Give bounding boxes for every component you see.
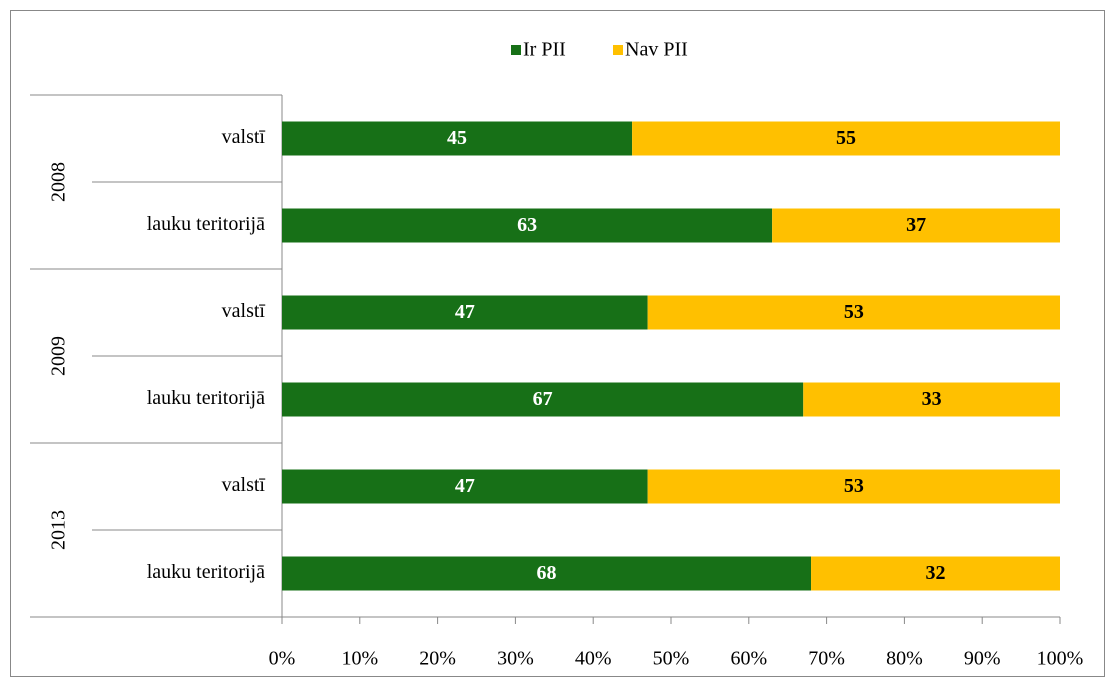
group-label: 2009 — [48, 336, 70, 376]
x-tick-label: 60% — [730, 648, 767, 670]
legend-label: Nav PII — [625, 39, 688, 61]
bar-segment — [282, 121, 633, 156]
data-label: 55 — [836, 127, 856, 149]
x-tick-label: 50% — [653, 648, 690, 670]
data-label: 53 — [844, 475, 864, 497]
bar-segment — [282, 469, 648, 504]
bar-segment — [772, 208, 1060, 243]
x-tick-label: 10% — [341, 648, 378, 670]
data-label: 67 — [533, 388, 553, 410]
category-label: lauku teritorijā — [147, 213, 265, 235]
data-label: 47 — [455, 301, 475, 323]
x-tick-label: 40% — [575, 648, 612, 670]
x-tick-label: 80% — [886, 648, 923, 670]
category-label: lauku teritorijā — [147, 561, 265, 583]
legend-swatch — [511, 45, 521, 55]
x-tick-label: 70% — [808, 648, 845, 670]
x-tick-label: 90% — [964, 648, 1001, 670]
data-label: 45 — [447, 127, 467, 149]
bar-segment — [632, 121, 1060, 156]
x-tick-label: 0% — [269, 648, 296, 670]
bar-segment — [282, 556, 812, 591]
category-label: valstī — [222, 126, 266, 148]
bar-segment — [647, 295, 1060, 330]
x-tick-label: 20% — [419, 648, 456, 670]
bar-segment — [803, 382, 1060, 417]
data-label: 37 — [906, 214, 926, 236]
bar-segment — [282, 295, 648, 330]
category-label: lauku teritorijā — [147, 387, 265, 409]
data-label: 53 — [844, 301, 864, 323]
x-tick-label: 30% — [497, 648, 534, 670]
data-label: 33 — [922, 388, 942, 410]
data-label: 32 — [926, 562, 946, 584]
bar-segment — [282, 208, 773, 243]
x-tick-label: 100% — [1037, 648, 1084, 670]
bar-segment — [647, 469, 1060, 504]
category-label: valstī — [222, 300, 266, 322]
group-label: 2013 — [48, 510, 70, 550]
group-label: 2008 — [48, 162, 70, 202]
data-label: 63 — [517, 214, 537, 236]
legend-swatch — [613, 45, 623, 55]
legend-label: Ir PII — [523, 39, 566, 61]
data-label: 47 — [455, 475, 475, 497]
bar-segment — [282, 382, 804, 417]
data-label: 68 — [537, 562, 557, 584]
bar-segment — [811, 556, 1060, 591]
category-label: valstī — [222, 474, 266, 496]
